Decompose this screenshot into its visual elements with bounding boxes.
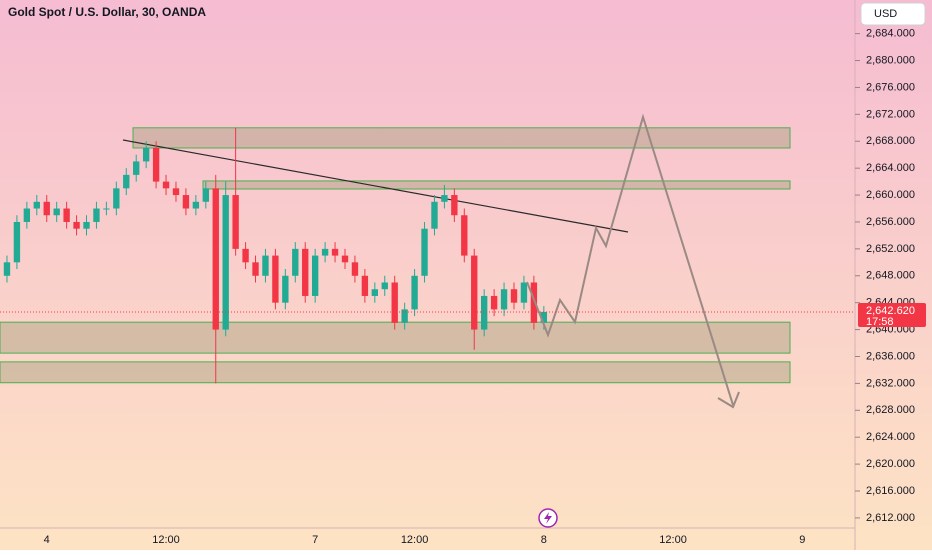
zone: [202, 180, 791, 190]
currency-label: USD: [874, 8, 897, 20]
x-tick-label: 4: [44, 534, 50, 546]
trend-line: [122, 139, 629, 233]
candle-body: [212, 188, 219, 330]
candle-body: [272, 255, 279, 303]
candle-body: [331, 248, 339, 256]
x-tick-label: 9: [799, 534, 805, 546]
candle-body: [13, 221, 21, 263]
y-tick-label: 2,672.000: [866, 108, 915, 120]
candle-body: [401, 309, 408, 323]
candle-body: [123, 174, 130, 189]
candle-body: [113, 188, 120, 209]
candle-body: [490, 295, 498, 310]
y-tick-label: 2,632.000: [866, 377, 915, 389]
candle-body: [471, 255, 478, 330]
candle-body: [142, 147, 150, 162]
candle-body: [381, 282, 388, 290]
candle-body: [480, 295, 488, 330]
candle-body: [361, 275, 369, 296]
candle-body: [421, 228, 428, 276]
candle-body: [391, 282, 398, 323]
candle-body: [262, 255, 269, 276]
candle-body: [451, 195, 458, 216]
chart-title: Gold Spot / U.S. Dollar, 30, OANDA: [8, 5, 206, 19]
x-tick-label: 8: [541, 534, 547, 546]
candle-body: [192, 201, 200, 209]
x-tick-label: 7: [312, 534, 318, 546]
candle-body: [222, 195, 229, 330]
currency-button[interactable]: [860, 2, 926, 26]
candle-body: [83, 221, 90, 229]
candle-body: [242, 248, 249, 263]
y-tick-label: 2,664.000: [866, 162, 915, 174]
candle-body: [282, 275, 289, 303]
candle-body: [321, 248, 329, 256]
candle-body: [172, 188, 180, 196]
candle-body: [43, 201, 50, 216]
zone: [132, 127, 791, 149]
y-tick-label: 2,628.000: [866, 404, 915, 416]
y-tick-label: 2,680.000: [866, 54, 915, 66]
candle-body: [73, 221, 80, 229]
candle-body: [311, 255, 319, 296]
y-tick-label: 2,660.000: [866, 189, 915, 201]
y-tick-label: 2,636.000: [866, 350, 915, 362]
x-tick-label: 12:00: [401, 534, 429, 546]
candle-body: [202, 188, 209, 202]
candle-body: [3, 262, 11, 276]
y-tick-label: 2,676.000: [866, 81, 915, 93]
candle-body: [252, 262, 259, 276]
y-tick-label: 2,612.000: [866, 512, 915, 524]
candle-body: [292, 248, 299, 276]
candle-body: [500, 289, 508, 310]
x-tick-label: 12:00: [152, 534, 180, 546]
candle-body: [23, 208, 31, 222]
candle-body: [302, 248, 309, 296]
candle-body: [411, 275, 418, 310]
zone: [0, 361, 791, 384]
projection-path: [526, 113, 734, 406]
y-tick-label: 2,624.000: [866, 431, 915, 443]
candle-body: [53, 208, 60, 216]
candle-body: [351, 262, 359, 276]
projection-arrowhead: [717, 391, 740, 409]
y-tick-label: 2,656.000: [866, 216, 915, 228]
candle-body: [530, 282, 538, 323]
last-price-tag: [858, 302, 926, 327]
y-tick-label: 2,620.000: [866, 458, 915, 470]
y-tick-label: 2,648.000: [866, 270, 915, 282]
candle-body: [93, 208, 100, 222]
candle-body: [162, 181, 170, 189]
last-price-label: 2,642.620: [866, 305, 915, 317]
candle-body: [461, 215, 468, 256]
candle-body: [371, 289, 379, 296]
candle-body: [540, 311, 548, 323]
candle-body: [33, 201, 40, 209]
zones: [0, 127, 791, 384]
candle-body: [431, 201, 438, 229]
candle-body: [182, 195, 190, 209]
candle-body: [441, 195, 448, 202]
candle-body: [520, 282, 528, 303]
y-tick-label: 2,684.000: [866, 28, 915, 40]
candles: [3, 127, 548, 384]
candle-body: [341, 255, 349, 263]
candle-body: [133, 161, 140, 175]
candle-body: [232, 195, 239, 249]
y-tick-label: 2,668.000: [866, 135, 915, 147]
candle-body: [152, 147, 160, 182]
candle-body: [103, 208, 110, 210]
candle-body: [510, 289, 518, 303]
x-tick-label: 12:00: [659, 534, 687, 546]
events-bolt: [544, 512, 552, 524]
y-tick-label: 2,616.000: [866, 485, 915, 497]
y-tick-label: 2,652.000: [866, 243, 915, 255]
countdown-label: 17:58: [866, 316, 894, 328]
candle-body: [63, 208, 70, 222]
